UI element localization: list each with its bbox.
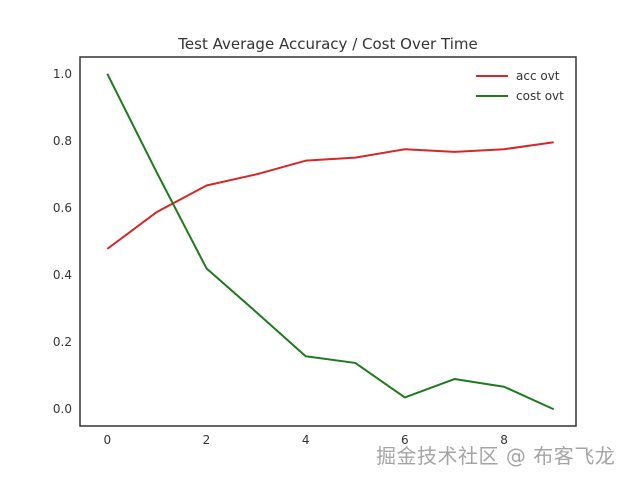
y-tick-label: 0.8 xyxy=(53,134,72,148)
y-tick-label: 1.0 xyxy=(53,67,72,81)
legend-label-1: cost ovt xyxy=(516,89,564,103)
x-tick-label: 0 xyxy=(103,433,111,447)
series-line-0 xyxy=(106,141,554,250)
chart-title: Test Average Accuracy / Cost Over Time xyxy=(177,35,477,53)
y-tick-label: 0.4 xyxy=(53,268,72,282)
series-line-1 xyxy=(106,73,555,411)
y-tick-label: 0.2 xyxy=(53,335,72,349)
x-tick-label: 4 xyxy=(302,433,310,447)
plot-frame xyxy=(79,56,577,427)
x-axis-ticks: 0 2 4 6 8 xyxy=(103,433,507,447)
legend-label-0: acc ovt xyxy=(516,69,560,83)
y-tick-label: 0.6 xyxy=(53,201,72,215)
watermark: 掘金技术社区 @ 布客飞龙 xyxy=(376,444,616,468)
legend: acc ovt cost ovt xyxy=(476,69,564,103)
series-layer xyxy=(106,73,555,411)
y-axis-ticks: 0.0 0.2 0.4 0.6 0.8 1.0 xyxy=(53,67,72,416)
y-tick-label: 0.0 xyxy=(53,402,72,416)
x-tick-label: 8 xyxy=(500,433,508,447)
x-tick-label: 6 xyxy=(401,433,409,447)
x-tick-label: 2 xyxy=(203,433,211,447)
